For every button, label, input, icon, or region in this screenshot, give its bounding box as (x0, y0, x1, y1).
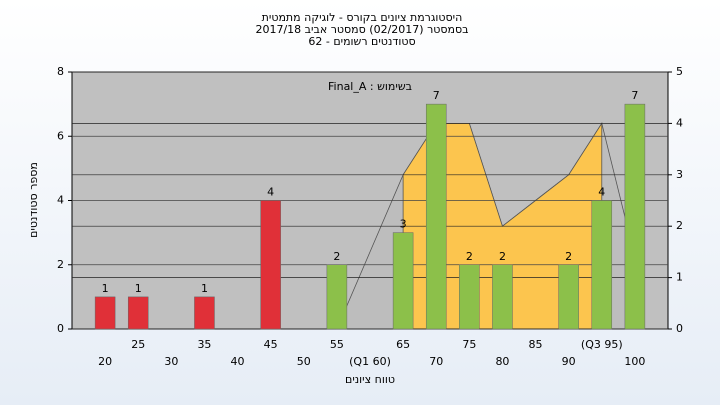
x-tick-label: 55 (330, 338, 344, 351)
x-tick-label: (Q1 60) (349, 355, 391, 368)
chart-subtitle: סטודנטים רשומים - 62 (308, 35, 415, 48)
y-tick-label: 0 (57, 322, 64, 335)
value-label: 7 (433, 89, 440, 102)
bar (591, 200, 613, 330)
x-tick-label: (Q3 95) (581, 338, 623, 351)
x-tick-label: 30 (164, 355, 178, 368)
x-tick-label: 75 (462, 338, 476, 351)
value-label: 2 (499, 250, 506, 263)
y2-tick-label: 5 (676, 65, 683, 78)
x-tick-label: 80 (495, 355, 509, 368)
y-tick-label: 6 (57, 129, 64, 142)
value-label: 1 (201, 282, 208, 295)
annotation: Final_A : בשימוש (328, 80, 412, 93)
x-axis-label: טווח ציונים (345, 373, 395, 386)
x-tick-label: 100 (624, 355, 645, 368)
bar (392, 232, 414, 330)
value-label: 2 (333, 250, 340, 263)
value-label: 4 (598, 186, 605, 199)
value-label: 7 (631, 89, 638, 102)
value-label: 1 (102, 282, 109, 295)
y-tick-label: 8 (57, 65, 64, 78)
value-label: 3 (400, 218, 407, 231)
bar (492, 264, 513, 330)
x-tick-label: 25 (131, 338, 145, 351)
bar (194, 296, 215, 330)
x-tick-label: 85 (529, 338, 543, 351)
y2-tick-label: 3 (676, 168, 683, 181)
x-tick-label: 20 (98, 355, 112, 368)
bar (425, 103, 447, 330)
x-tick-label: 40 (231, 355, 245, 368)
value-label: 4 (267, 186, 274, 199)
y2-tick-label: 2 (676, 219, 683, 232)
value-label: 2 (466, 250, 473, 263)
x-tick-label: 35 (197, 338, 211, 351)
y-tick-label: 4 (57, 194, 64, 207)
bar (459, 264, 480, 330)
x-tick-label: 45 (264, 338, 278, 351)
x-tick-label: 50 (297, 355, 311, 368)
bar (127, 296, 149, 330)
value-label: 2 (565, 250, 572, 263)
x-tick-label: 70 (429, 355, 443, 368)
chart-title: היסטוגרמת ציונים בקורס - לוגיקה מתמטית (262, 11, 463, 24)
y-tick-label: 2 (57, 258, 64, 271)
bar (260, 200, 281, 330)
y-axis-label: מספר סטודנטים (27, 162, 40, 238)
chart-subtitle: בסמסטר (02/2017) סמסטר אביב 2017/18 (255, 23, 468, 36)
x-tick-label: 65 (396, 338, 410, 351)
bar (558, 264, 579, 330)
bar (326, 264, 348, 330)
y2-tick-label: 0 (676, 322, 683, 335)
value-label: 1 (135, 282, 142, 295)
x-tick-label: 90 (562, 355, 576, 368)
y2-tick-label: 1 (676, 271, 683, 284)
bar (624, 103, 646, 330)
y2-tick-label: 4 (676, 116, 683, 129)
bar (94, 296, 116, 330)
